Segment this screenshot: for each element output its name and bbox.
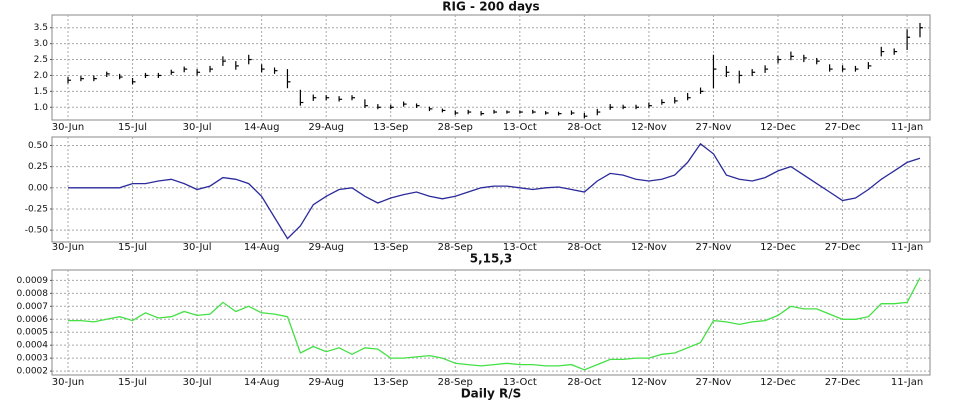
y-tick-label: 0.0005: [17, 328, 49, 338]
y-tick-label: 0.0006: [17, 315, 49, 325]
chart-title: 5,15,3: [470, 252, 513, 266]
y-tick-label: 0.50: [28, 141, 48, 151]
x-tick-label: 13-Sep: [373, 122, 408, 133]
x-tick-label: 11-Jan: [891, 122, 923, 133]
x-tick-label: 12-Dec: [760, 122, 796, 133]
plot-area: [51, 14, 931, 121]
x-tick-label: 15-Jul: [118, 122, 147, 133]
chart-title: Daily R/S: [461, 387, 522, 401]
x-tick-label: 27-Nov: [696, 242, 732, 253]
x-tick-label: 13-Oct: [503, 377, 537, 388]
x-tick-label: 28-Sep: [438, 377, 473, 388]
y-tick-label: 0.0007: [17, 302, 49, 312]
chart-title: RIG - 200 days: [442, 0, 539, 14]
x-tick-label: 29-Aug: [308, 122, 344, 133]
x-tick-label: 30-Jul: [183, 242, 212, 253]
x-tick-label: 13-Sep: [373, 242, 408, 253]
y-tick-label: -0.50: [25, 226, 49, 236]
x-tick-label: 27-Dec: [825, 122, 861, 133]
x-tick-label: 14-Aug: [244, 122, 280, 133]
x-tick-label: 27-Dec: [825, 242, 861, 253]
x-tick-label: 13-Oct: [503, 242, 537, 253]
x-tick-label: 12-Nov: [631, 377, 667, 388]
x-tick-label: 30-Jun: [52, 377, 85, 388]
y-tick-label: 2.0: [34, 71, 49, 81]
y-tick-label: 3.0: [34, 39, 49, 49]
plot-area: [51, 269, 931, 376]
y-tick-label: 1.5: [34, 87, 48, 97]
y-tick-label: 2.5: [34, 55, 48, 65]
y-tick-label: 0.0002: [17, 367, 49, 377]
x-tick-label: 12-Dec: [760, 377, 796, 388]
x-tick-label: 14-Aug: [244, 242, 280, 253]
x-tick-label: 13-Oct: [503, 122, 537, 133]
x-tick-label: 28-Oct: [567, 122, 601, 133]
x-tick-label: 27-Nov: [696, 122, 732, 133]
x-tick-label: 30-Jul: [183, 122, 212, 133]
x-tick-label: 27-Dec: [825, 377, 861, 388]
x-tick-label: 30-Jul: [183, 377, 212, 388]
x-tick-label: 29-Aug: [308, 377, 344, 388]
y-tick-label: 0.0004: [17, 341, 49, 351]
x-tick-label: 14-Aug: [244, 377, 280, 388]
y-tick-label: 0.0008: [17, 289, 49, 299]
x-tick-label: 15-Jul: [118, 377, 147, 388]
x-tick-label: 27-Nov: [696, 377, 732, 388]
y-tick-label: 1.0: [34, 103, 49, 113]
series-line: [68, 277, 921, 371]
x-tick-label: 15-Jul: [118, 242, 147, 253]
x-tick-label: 28-Oct: [567, 377, 601, 388]
y-tick-label: -0.25: [25, 204, 48, 214]
x-tick-label: 12-Dec: [760, 242, 796, 253]
x-tick-label: 28-Sep: [438, 122, 473, 133]
y-tick-label: 0.25: [28, 162, 48, 172]
x-tick-label: 30-Jun: [52, 122, 85, 133]
y-tick-label: 3.5: [34, 23, 48, 33]
x-tick-label: 12-Nov: [631, 122, 667, 133]
x-tick-label: 13-Sep: [373, 377, 408, 388]
plot-area: [51, 136, 931, 243]
y-tick-label: 0.00: [28, 183, 48, 193]
series-line: [68, 142, 921, 240]
x-tick-label: 11-Jan: [891, 242, 923, 253]
x-tick-label: 12-Nov: [631, 242, 667, 253]
y-tick-label: 0.0003: [17, 354, 49, 364]
x-tick-label: 29-Aug: [308, 242, 344, 253]
x-tick-label: 11-Jan: [891, 377, 923, 388]
y-tick-label: 0.0009: [17, 276, 49, 286]
x-tick-label: 28-Oct: [567, 242, 601, 253]
x-tick-label: 28-Sep: [438, 242, 473, 253]
x-tick-label: 30-Jun: [52, 242, 85, 253]
